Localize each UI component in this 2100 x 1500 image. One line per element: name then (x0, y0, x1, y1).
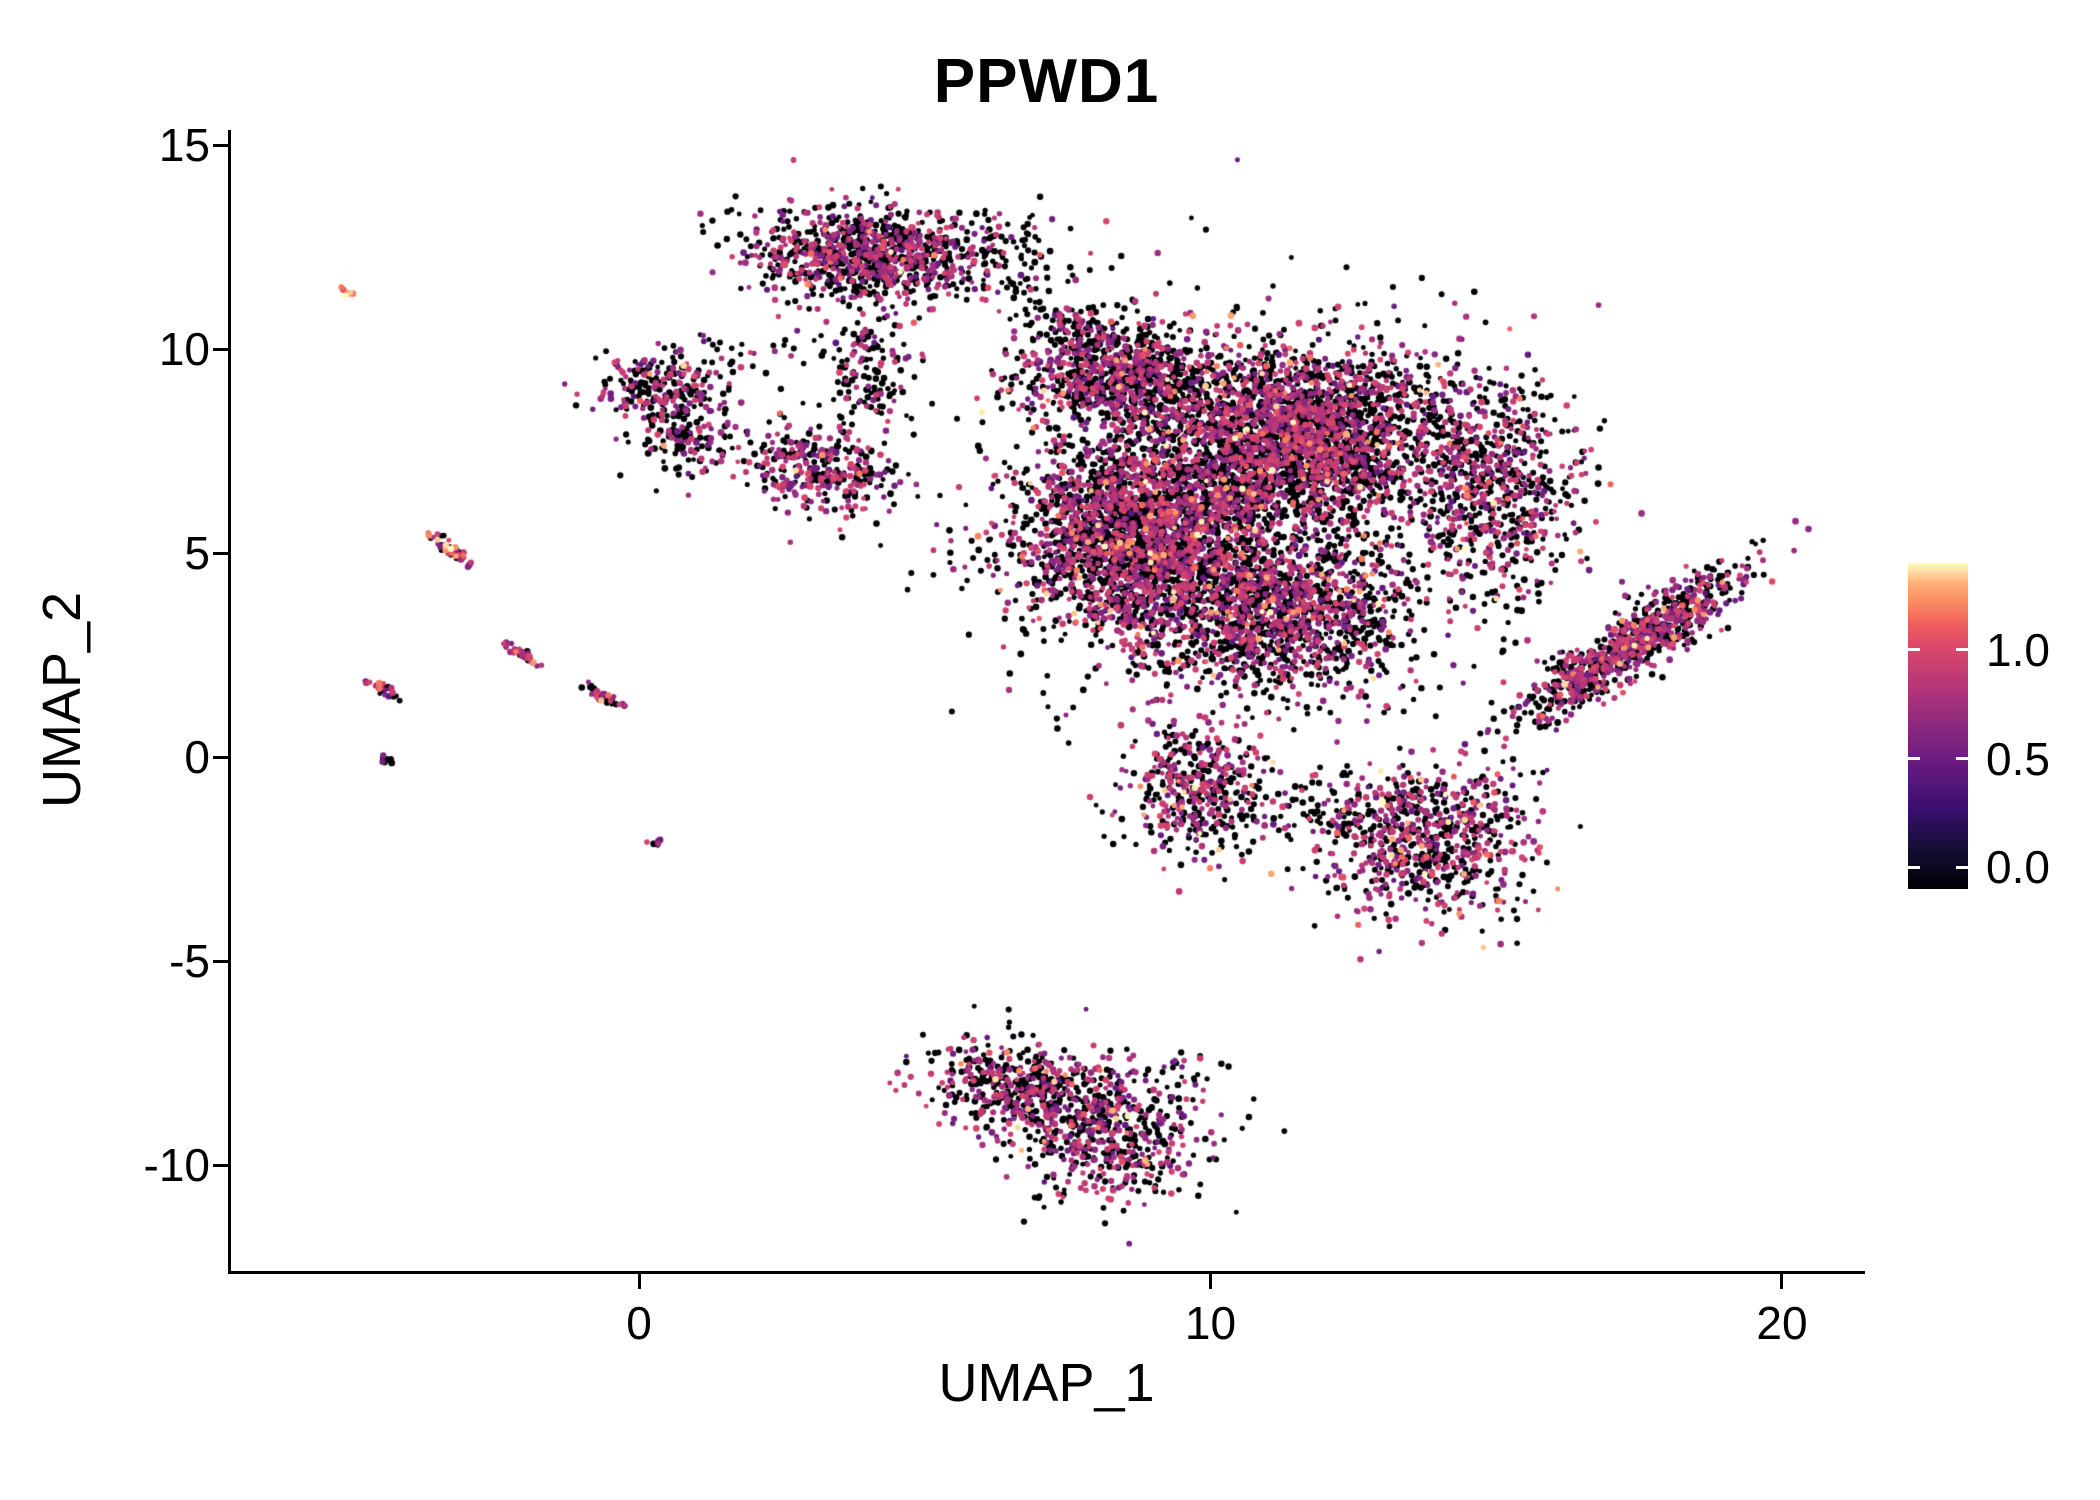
colorbar-tick-mark (1908, 648, 1920, 652)
colorbar-tick-mark (1956, 757, 1968, 761)
x-axis-line (228, 1271, 1865, 1274)
y-tick-label: 15 (158, 119, 210, 172)
x-tick-label: 20 (1756, 1297, 1808, 1349)
colorbar-tick-mark (1956, 648, 1968, 652)
y-tick-label: 5 (184, 527, 210, 580)
y-tick-mark (213, 143, 228, 147)
colorbar-tick-mark (1956, 865, 1968, 869)
x-tick-mark (1780, 1274, 1784, 1289)
y-axis-line (228, 130, 231, 1274)
y-tick-label: 0 (184, 731, 210, 784)
y-tick-mark (213, 1163, 228, 1167)
colorbar (1908, 563, 1968, 889)
x-axis-title: UMAP_1 (938, 1353, 1155, 1413)
y-tick-label: -10 (143, 1139, 210, 1192)
x-tick-mark (1209, 1274, 1212, 1289)
colorbar-tick-label: 0.0 (1986, 841, 2050, 894)
y-axis-title: UMAP_2 (32, 591, 92, 809)
y-tick-mark (213, 551, 228, 555)
y-tick-label: 10 (158, 323, 210, 376)
colorbar-tick-mark (1908, 757, 1920, 761)
y-tick-mark (213, 347, 228, 351)
x-tick-label: 10 (1184, 1297, 1237, 1349)
colorbar-tick-label: 1.0 (1986, 623, 2050, 676)
x-tick-label: 0 (626, 1297, 652, 1349)
colorbar-tick-label: 0.5 (1986, 732, 2050, 785)
colorbar-tick-mark (1908, 865, 1920, 869)
y-tick-label: -5 (169, 935, 210, 988)
colorbar-gradient (1908, 563, 1968, 889)
y-tick-mark (213, 755, 228, 759)
plot-title: PPWD1 (933, 47, 1160, 116)
x-tick-mark (637, 1274, 641, 1289)
y-tick-mark (213, 959, 228, 963)
